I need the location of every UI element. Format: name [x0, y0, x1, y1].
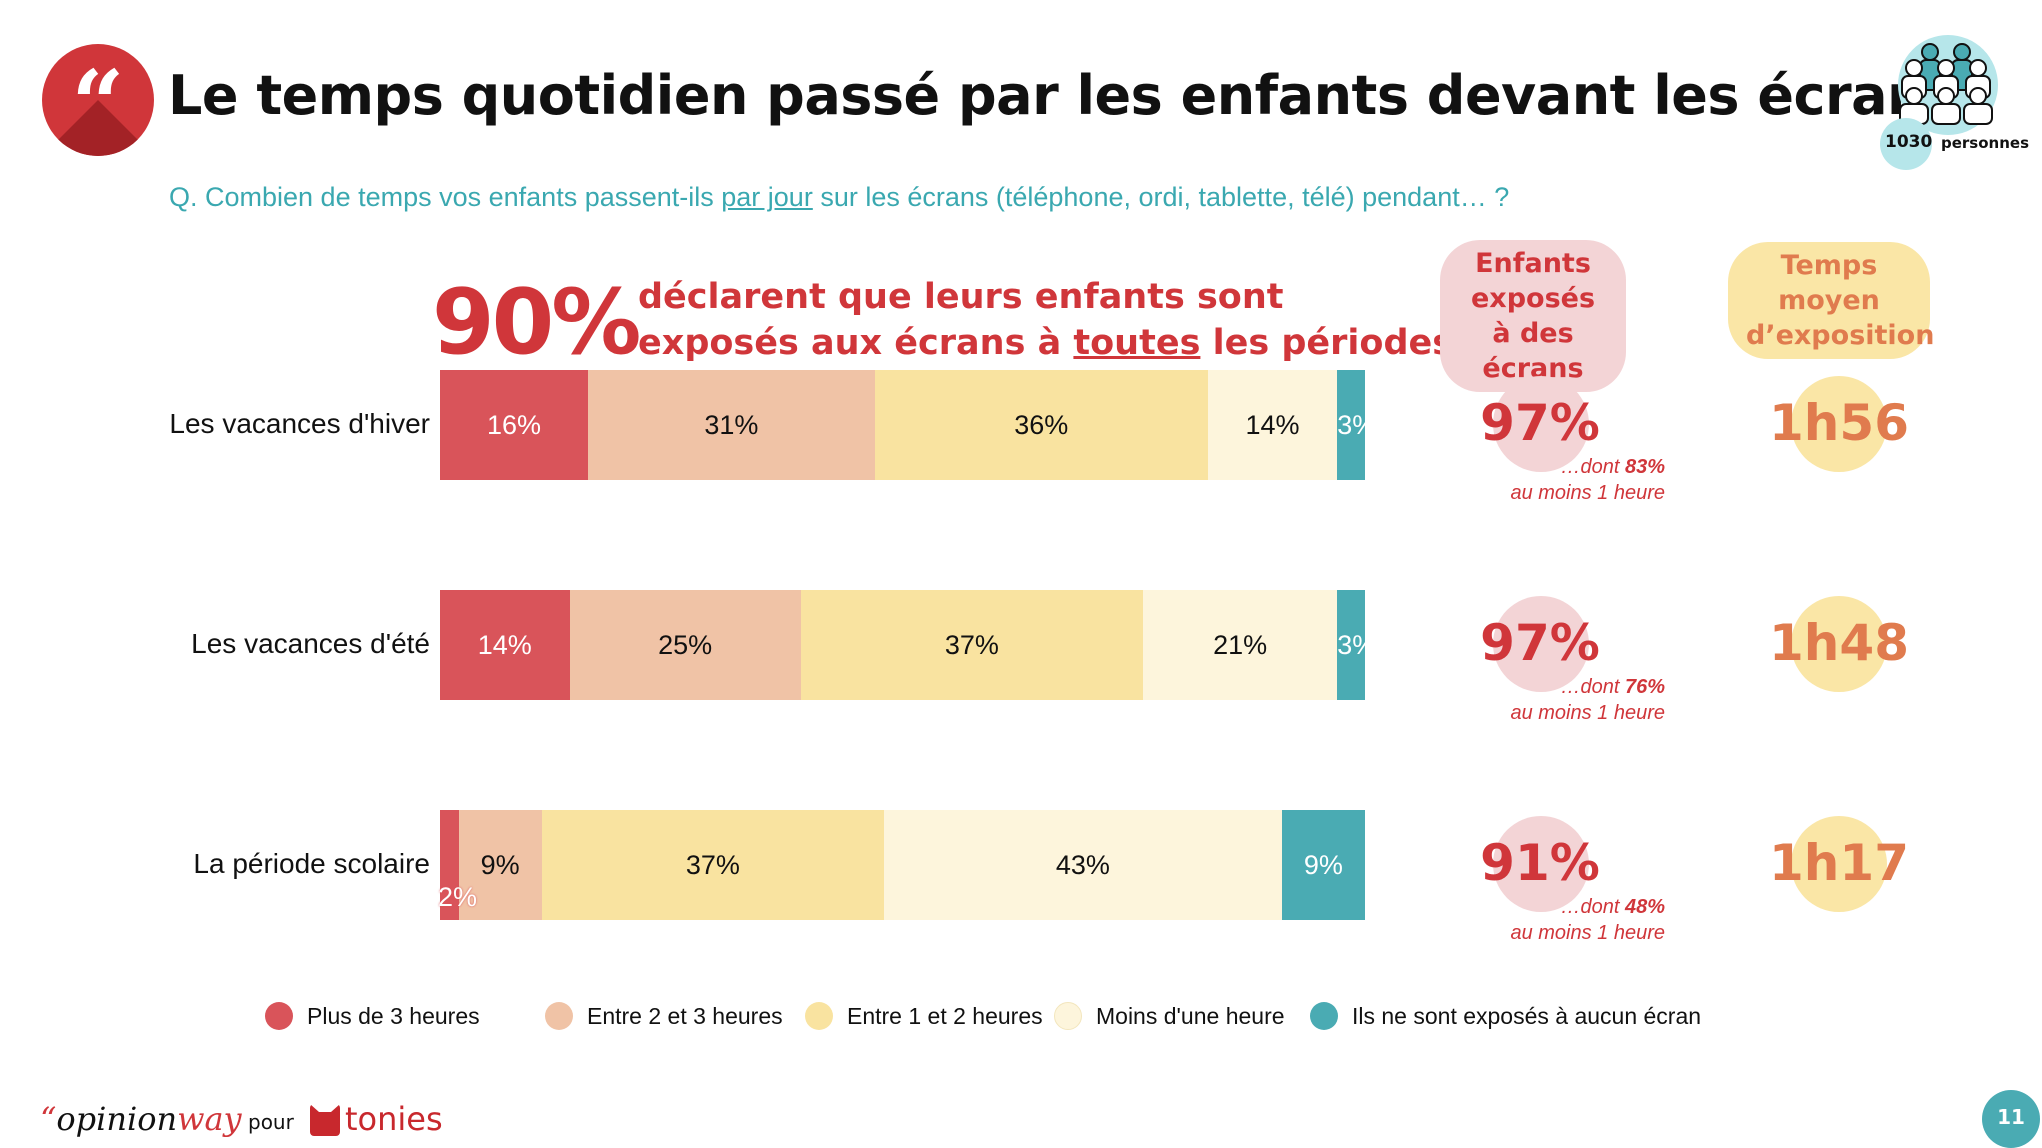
legend-label: Plus de 3 heures — [307, 1002, 480, 1029]
legend-item: Entre 2 et 3 heures — [545, 1002, 783, 1030]
bar-segment: 25% — [569, 590, 801, 700]
dont-note: …dont 76% au moins 1 heure — [1510, 676, 1665, 724]
legend-swatch — [545, 1002, 573, 1030]
highlight-underlined: toutes — [1073, 323, 1201, 363]
data-label: 21% — [1213, 629, 1268, 660]
legend-label: Moins d'une heure — [1096, 1002, 1285, 1029]
bar-row: 14% 25% 37% 21% 3% — [440, 590, 1365, 700]
exposed-circle — [1493, 376, 1589, 472]
sample-count: 1030 — [1885, 132, 1933, 152]
bar-row: 9% 37% 43% 9% — [440, 810, 1365, 920]
dont-note: …dont 83% au moins 1 heure — [1510, 456, 1665, 504]
quote-logo: “ — [42, 44, 154, 156]
quote-icon: “ — [71, 50, 125, 156]
legend-label: Entre 1 et 2 heures — [847, 1002, 1043, 1029]
exposed-value: 91% — [1480, 834, 1600, 892]
legend-label: Entre 2 et 3 heures — [587, 1002, 783, 1029]
legend-swatch — [805, 1002, 833, 1030]
legend-label: Ils ne sont exposés à aucun écran — [1352, 1002, 1702, 1029]
row-label: La période scolaire — [193, 848, 430, 879]
data-label: 16% — [486, 409, 542, 440]
question-text-end: sur les écrans (téléphone, ordi, tablett… — [812, 182, 1510, 212]
avg-circle — [1791, 816, 1887, 912]
exposed-circle — [1493, 816, 1589, 912]
tonies-logo: tonies — [345, 1100, 443, 1138]
tonies-cat-icon — [310, 1104, 340, 1136]
data-label: 3% — [1337, 629, 1365, 660]
bar-segment: 14% — [1207, 370, 1338, 480]
opinionway-logo: “opinionway — [40, 1100, 242, 1138]
data-label: 3% — [1337, 409, 1365, 440]
highlight-line-2-start: exposés aux écrans à — [638, 323, 1074, 363]
data-label: 25% — [658, 629, 713, 660]
avg-circle — [1791, 596, 1887, 692]
avg-time-header: Temps moyen d’exposition — [1728, 242, 1934, 359]
highlight-line-1: déclarent que leurs enfants sont — [638, 277, 1284, 317]
data-label: 2% — [438, 882, 478, 912]
avg-circle — [1791, 376, 1887, 472]
bar-segment: 14% — [440, 590, 570, 700]
footer-pour: pour — [248, 1110, 294, 1134]
sample-badge — [1880, 118, 1932, 170]
avg-time-value: 1h17 — [1769, 834, 1909, 892]
legend-item: Entre 1 et 2 heures — [805, 1002, 1043, 1030]
avg-time-value: 1h48 — [1769, 614, 1909, 672]
question-underlined: par jour — [721, 182, 813, 212]
data-label: 37% — [944, 629, 999, 660]
legend-swatch — [1054, 1002, 1082, 1030]
data-label: 14% — [477, 629, 532, 660]
highlight-percent: 90% — [432, 270, 641, 375]
data-label: 9% — [1303, 849, 1343, 880]
bar-segment: 3% — [1337, 590, 1365, 700]
row-label: Les vacances d'hiver — [169, 408, 430, 439]
bar-segment: 16% — [440, 370, 588, 480]
people-group-icon — [1898, 35, 1998, 135]
highlight-line-2: exposés aux écrans à toutes les périodes — [638, 320, 1453, 366]
data-label: 9% — [480, 849, 520, 880]
avg-time-value: 1h56 — [1769, 394, 1909, 452]
legend-item: Ils ne sont exposés à aucun écran — [1310, 1002, 1701, 1030]
data-label: 37% — [685, 849, 740, 880]
legend-item: Plus de 3 heures — [265, 1002, 480, 1030]
data-label: 36% — [1014, 409, 1069, 440]
exposed-header: Enfants exposés à des écrans — [1440, 240, 1626, 392]
row-label: Les vacances d'été — [191, 628, 430, 659]
bar-segment: 36% — [874, 370, 1208, 480]
dont-note: …dont 48% au moins 1 heure — [1510, 896, 1665, 944]
bar-row: 16% 31% 36% 14% 3% — [440, 370, 1365, 480]
bar-segment: 21% — [1143, 590, 1338, 700]
legend-item: Moins d'une heure — [1054, 1002, 1285, 1030]
data-label: 31% — [704, 409, 759, 440]
bar-segment: 43% — [884, 810, 1282, 920]
highlight-text: déclarent que leurs enfants sont exposés… — [638, 274, 1453, 366]
bar-segment: 37% — [541, 810, 884, 920]
highlight-line-2-end: les périodes — [1200, 323, 1454, 363]
page-number: 11 — [1982, 1090, 2040, 1148]
exposed-value: 97% — [1480, 614, 1600, 672]
exposed-value: 97% — [1480, 394, 1600, 452]
question-text: Q. Combien de temps vos enfants passent-… — [169, 182, 722, 212]
bar-segment: 9% — [1281, 810, 1365, 920]
bar-segment: 37% — [800, 590, 1143, 700]
question: Q. Combien de temps vos enfants passent-… — [169, 182, 1509, 213]
legend-swatch — [1310, 1002, 1338, 1030]
bar-segment: 31% — [588, 370, 875, 480]
bar-segment: 3% — [1337, 370, 1365, 480]
sample-label: personnes — [1941, 134, 2030, 152]
page-title: Le temps quotidien passé par les enfants… — [168, 64, 1957, 127]
bar-segment — [440, 810, 459, 920]
exposed-circle — [1493, 596, 1589, 692]
data-label: 43% — [1055, 849, 1110, 880]
data-label: 14% — [1245, 409, 1300, 440]
bar-segment: 9% — [458, 810, 542, 920]
legend-swatch — [265, 1002, 293, 1030]
